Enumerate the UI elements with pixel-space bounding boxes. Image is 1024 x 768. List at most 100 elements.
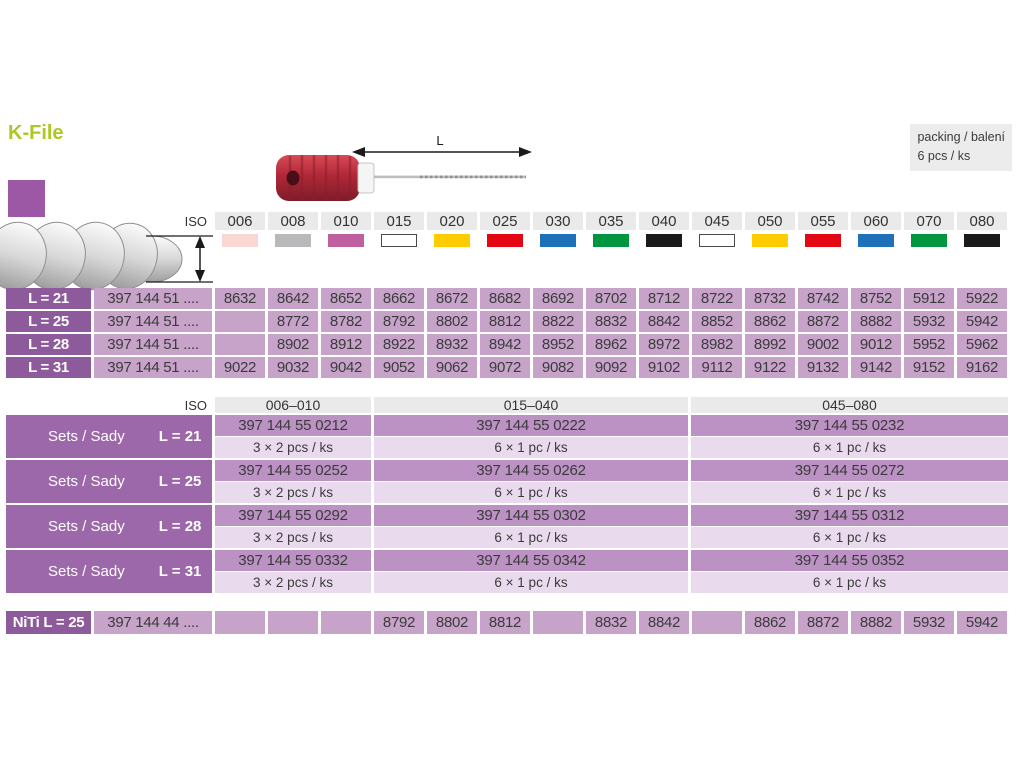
order-cell: 8842: [639, 311, 689, 332]
file-handle-icon: [276, 155, 375, 201]
set-pack-info: 6 × 1 pc / ks: [374, 572, 688, 593]
order-cell: 8862: [745, 311, 795, 332]
order-cell: 8802: [427, 611, 477, 634]
order-cell: 8932: [427, 334, 477, 355]
order-cell: 8692: [533, 288, 583, 309]
iso-size: 020: [427, 212, 477, 230]
set-pack-info: 6 × 1 pc / ks: [691, 572, 1008, 593]
set-pack-info: 6 × 1 pc / ks: [374, 482, 688, 503]
iso-range: 015–040: [374, 397, 688, 413]
set-order-number: 397 144 55 0302: [374, 505, 688, 526]
sets-row: Sets / Sady L = 25 397 144 55 0252 397 1…: [6, 460, 1008, 503]
order-cell: 9102: [639, 357, 689, 378]
order-cell: 8682: [480, 288, 530, 309]
order-cell: 5962: [957, 334, 1007, 355]
iso-size: 030: [533, 212, 583, 230]
sets-row-header: Sets / Sady L = 28: [6, 505, 212, 548]
order-cell: 8802: [427, 311, 477, 332]
row-length-label: L = 25: [6, 311, 91, 332]
iso-color-swatch: [381, 233, 417, 247]
order-cell: 8922: [374, 334, 424, 355]
iso-color-swatch: [911, 233, 947, 247]
iso-color-swatch: [858, 233, 894, 247]
order-prefix: 397 144 44 ....: [94, 611, 212, 634]
order-cell: 8992: [745, 334, 795, 355]
order-cell: 8782: [321, 311, 371, 332]
set-order-number: 397 144 55 0262: [374, 460, 688, 481]
order-cell: 8642: [268, 288, 318, 309]
packing-info-box: packing / balení 6 pcs / ks: [910, 124, 1012, 171]
diameter-dimension-arrow: [146, 235, 213, 283]
sets-iso-header-row: ISO 006–010 015–040 045–080: [6, 397, 1008, 413]
set-pack-info: 3 × 2 pcs / ks: [215, 437, 371, 458]
order-prefix: 397 144 51 ....: [94, 334, 212, 355]
order-cell: 8982: [692, 334, 742, 355]
table-row: L = 21 397 144 51 .... 8632 8642 8652 86…: [6, 288, 1007, 309]
order-cell: 8822: [533, 311, 583, 332]
packing-line2: 6 pcs / ks: [917, 149, 971, 164]
order-cell: 8662: [374, 288, 424, 309]
packing-line1: packing / balení: [917, 130, 1005, 144]
iso-color-swatch: [487, 233, 523, 247]
iso-color-swatch: [275, 233, 311, 247]
order-cell: 5942: [957, 611, 1007, 634]
order-cell: 8832: [586, 611, 636, 634]
order-cell: 8912: [321, 334, 371, 355]
iso-label: ISO: [184, 213, 207, 229]
order-cell: 8972: [639, 334, 689, 355]
iso-size: 010: [321, 212, 371, 230]
iso-size: 006: [215, 212, 265, 230]
iso-label: ISO: [184, 397, 207, 413]
iso-size: 025: [480, 212, 530, 230]
order-cell: 8832: [586, 311, 636, 332]
iso-range: 006–010: [215, 397, 371, 413]
order-cell: [215, 611, 265, 634]
order-cell: 8722: [692, 288, 742, 309]
spiral-flutes: [0, 221, 183, 291]
niti-row: NiTi L = 25 397 144 44 .... 8792 8802 88…: [6, 611, 1007, 634]
sets-label: Sets / Sady: [48, 563, 125, 580]
order-cell: 8672: [427, 288, 477, 309]
order-cell: 9122: [745, 357, 795, 378]
set-order-number: 397 144 55 0212: [215, 415, 371, 436]
page-title: K-File: [8, 122, 64, 144]
sets-length-label: L = 25: [158, 473, 202, 490]
set-order-number: 397 144 55 0312: [691, 505, 1008, 526]
order-cell: 5922: [957, 288, 1007, 309]
order-cell: 8632: [215, 288, 265, 309]
iso-size: 055: [798, 212, 848, 230]
set-order-number: 397 144 55 0272: [691, 460, 1008, 481]
order-cell: 9002: [798, 334, 848, 355]
order-cell: 8812: [480, 311, 530, 332]
order-cell: 8882: [851, 311, 901, 332]
order-cell: 9142: [851, 357, 901, 378]
set-order-number: 397 144 55 0352: [691, 550, 1008, 571]
set-pack-info: 6 × 1 pc / ks: [374, 437, 688, 458]
order-cell: [533, 611, 583, 634]
sets-row: Sets / Sady L = 28 397 144 55 0292 397 1…: [6, 505, 1008, 548]
set-pack-info: 6 × 1 pc / ks: [691, 437, 1008, 458]
order-cell: 9082: [533, 357, 583, 378]
order-cell: 8752: [851, 288, 901, 309]
order-cell: 8792: [374, 611, 424, 634]
sets-length-label: L = 21: [158, 428, 202, 445]
order-cell: [692, 611, 742, 634]
set-order-number: 397 144 55 0252: [215, 460, 371, 481]
order-cell: [215, 334, 265, 355]
order-cell: 9042: [321, 357, 371, 378]
order-prefix: 397 144 51 ....: [94, 288, 212, 309]
set-order-number: 397 144 55 0232: [691, 415, 1008, 436]
iso-label: [6, 212, 91, 230]
set-pack-info: 6 × 1 pc / ks: [374, 527, 688, 548]
table-row: L = 28 397 144 51 .... 8902 8912 8922 89…: [6, 334, 1007, 355]
iso-color-swatch: [646, 233, 682, 247]
order-cell: 8872: [798, 311, 848, 332]
iso-color-swatch: [964, 233, 1000, 247]
sets-table: Sets / Sady L = 21 397 144 55 0212 397 1…: [6, 415, 1008, 595]
iso-color-swatch: [222, 233, 258, 247]
iso-color-swatch-row: [6, 233, 1007, 247]
sets-label: Sets / Sady: [48, 428, 125, 445]
iso-size: 008: [268, 212, 318, 230]
order-cell: 8902: [268, 334, 318, 355]
sets-label: Sets / Sady: [48, 473, 125, 490]
